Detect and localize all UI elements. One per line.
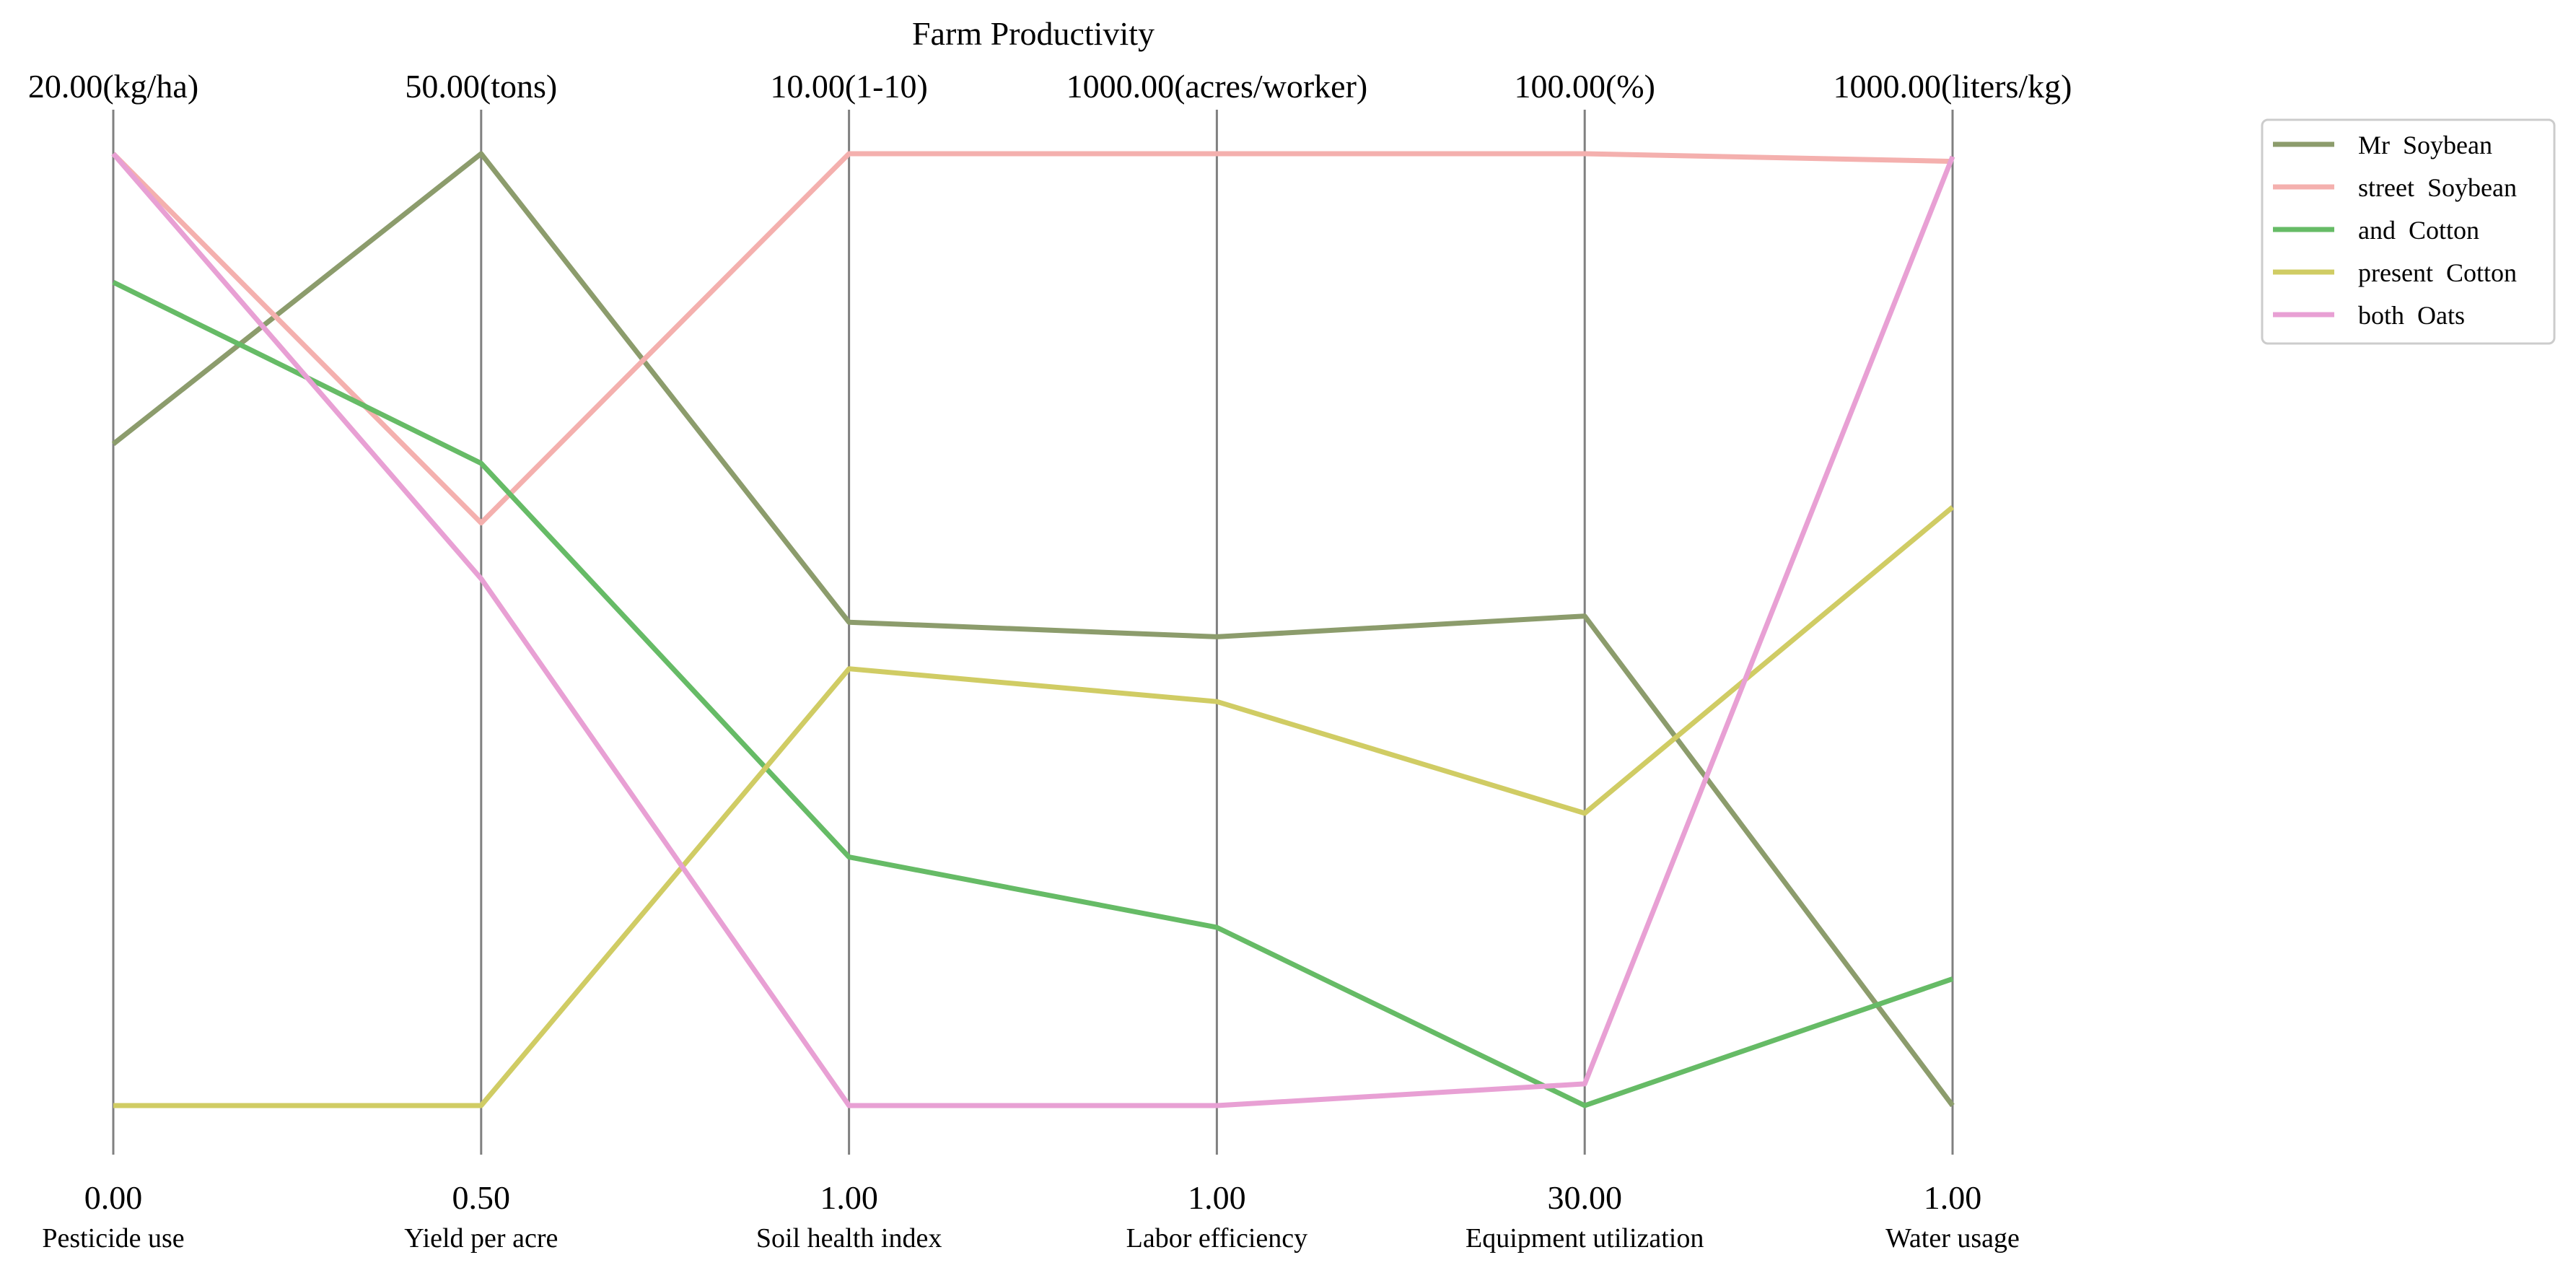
axis-min-tick-label: 0.50 xyxy=(452,1179,511,1216)
legend-label: present Cotton xyxy=(2358,258,2517,287)
legend: Mr Soybean street Soybean and Cotton presen… xyxy=(2261,118,2556,345)
legend-label: street Soybean xyxy=(2358,173,2517,202)
axis-label: Labor efficiency xyxy=(1126,1223,1307,1254)
axis-min-tick-label: 0.00 xyxy=(84,1179,143,1216)
series-lines-layer xyxy=(111,151,1955,1108)
axis-label: Soil health index xyxy=(756,1223,942,1254)
axis-label: Pesticide use xyxy=(42,1223,184,1254)
legend-label: Mr Soybean xyxy=(2358,131,2492,159)
legend-label: both Oats xyxy=(2358,301,2465,330)
axis-min-tick-label: 30.00 xyxy=(1547,1179,1622,1216)
series-line xyxy=(112,279,1954,1108)
series-line xyxy=(111,151,1953,526)
series-line xyxy=(111,152,1955,1108)
axis-min-tick-label: 1.00 xyxy=(820,1179,878,1216)
axes-layer: 20.00(kg/ha) 0.00 Pesticide use 50.00(tons)… xyxy=(28,68,2072,1254)
series-line xyxy=(111,151,1955,1108)
axis-label: Equipment utilization xyxy=(1466,1223,1704,1254)
axis-max-tick-label: 1000.00(liters/kg) xyxy=(1834,68,2072,105)
axis-min-tick-label: 1.00 xyxy=(1188,1179,1246,1216)
axis-max-tick-label: 50.00(tons) xyxy=(405,68,557,105)
axis-max-tick-label: 20.00(kg/ha) xyxy=(28,68,198,105)
axis-max-tick-label: 10.00(1-10) xyxy=(770,68,927,105)
legend-frame xyxy=(2261,118,2556,345)
chart-title: Farm Productivity xyxy=(912,15,1155,52)
legend-label: and Cotton xyxy=(2358,216,2479,245)
axis-label: Yield per acre xyxy=(404,1223,558,1254)
axis-label: Water usage xyxy=(1885,1223,2020,1254)
series-line xyxy=(113,505,1955,1108)
axis-min-tick-label: 1.00 xyxy=(1924,1179,1982,1216)
axis-max-tick-label: 1000.00(acres/worker) xyxy=(1066,68,1368,105)
axis-max-tick-label: 100.00(%) xyxy=(1514,68,1655,105)
